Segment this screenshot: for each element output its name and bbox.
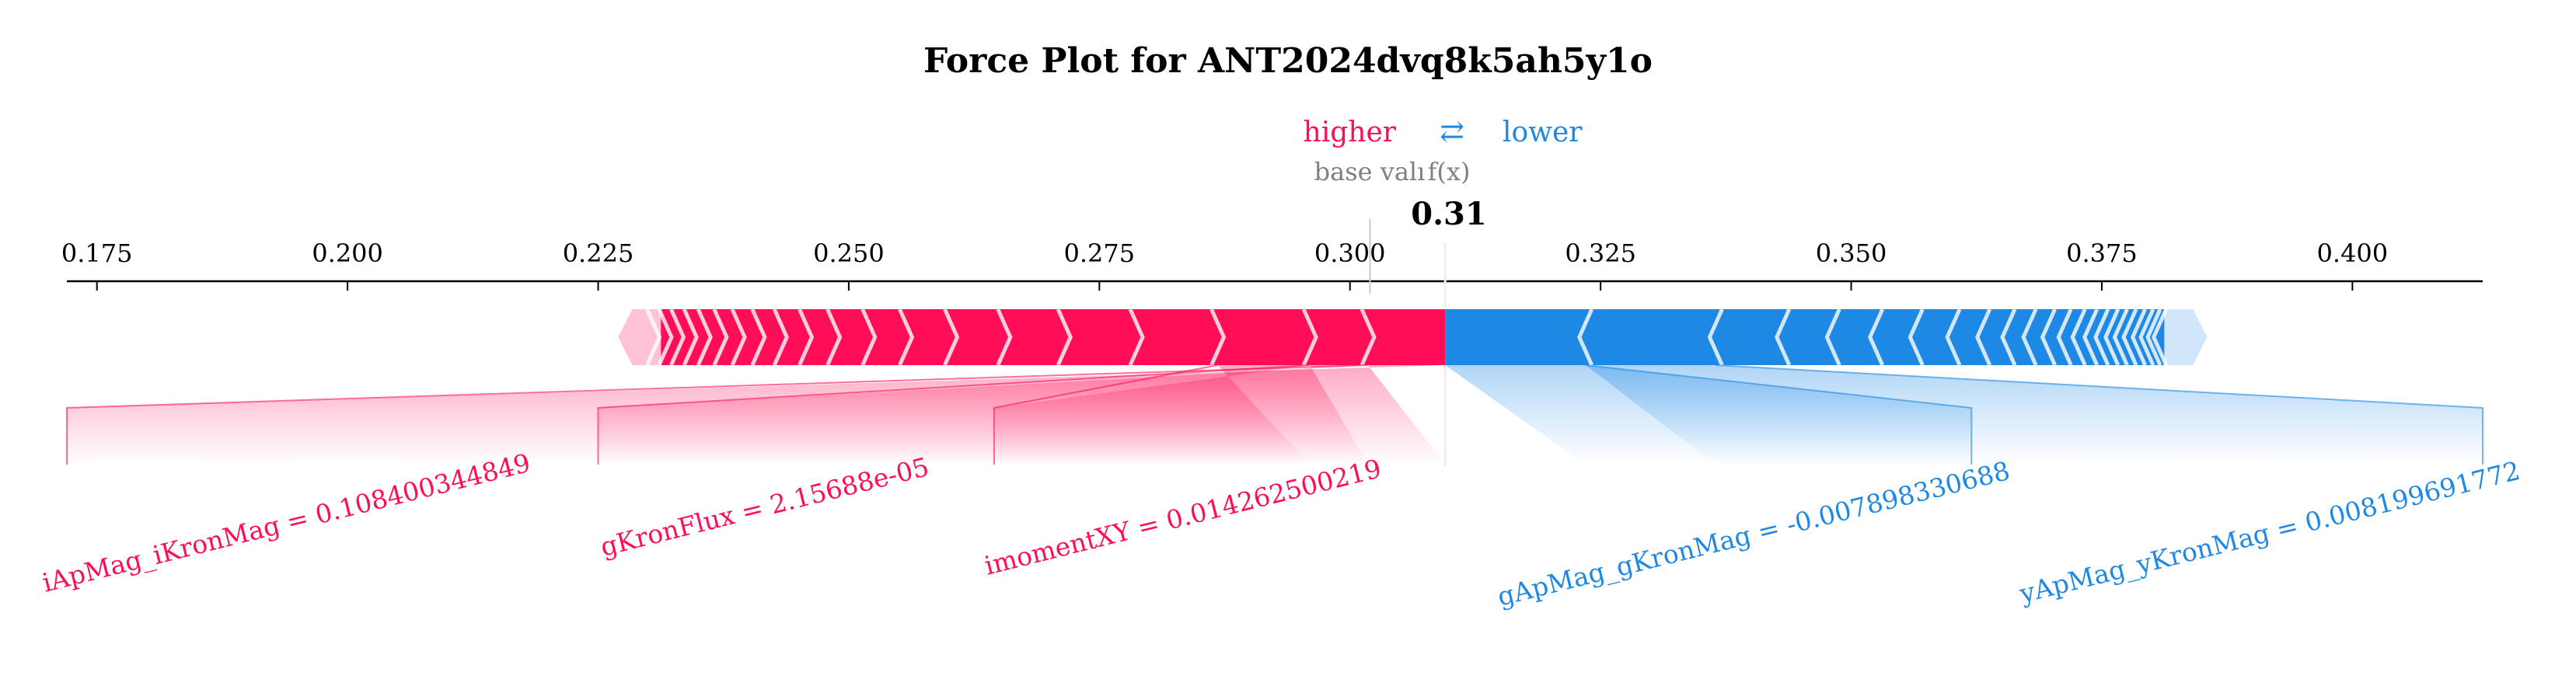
negative-chevron (1775, 308, 1792, 367)
negative-chevron (2056, 308, 2073, 367)
positive-chevron (898, 308, 915, 367)
x-tick-label: 0.375 (2066, 239, 2138, 268)
positive-chevron (826, 308, 843, 367)
legend-lower: lower (1503, 117, 1583, 148)
positive-chevron (772, 308, 789, 367)
positive-chevron (943, 308, 960, 367)
positive-chevron (1301, 308, 1318, 367)
output-value: 0.31 (1411, 196, 1486, 232)
feature-connector-line (597, 364, 1311, 465)
feature-label: iApMag_iKronMag = 0.108400344849 (40, 447, 534, 599)
negative-chevron (2152, 308, 2169, 367)
negative-chevron (1945, 308, 1962, 367)
negative-chevron (2021, 308, 2038, 367)
negative-chevron (2130, 308, 2147, 367)
legend-arrows-icon: ⇄ (1440, 114, 1464, 148)
x-tick-label: 0.200 (312, 239, 383, 268)
positive-chevron (996, 308, 1013, 367)
positive-chevron (798, 308, 815, 367)
positive-chevron (1128, 308, 1145, 367)
x-tick-label: 0.175 (61, 239, 133, 268)
positive-chevron (712, 308, 729, 367)
positive-chevron (860, 308, 878, 367)
x-tick-label: 0.250 (813, 239, 885, 268)
positive-tail (618, 309, 664, 365)
force-bars (618, 242, 2208, 466)
x-axis: 0.175 0.200 0.225 0.250 0.275 0.300 0.325 0.350… (61, 239, 2483, 291)
positive-chevron (1056, 308, 1073, 367)
negative-chevron (2103, 308, 2120, 367)
x-tick-label: 0.350 (1816, 239, 1887, 268)
negative-chevron (1824, 308, 1841, 367)
chart-title: Force Plot for ANT2024dvq8k5ah5y1o (923, 41, 1653, 81)
feature-connector-line (993, 364, 1218, 465)
feature-label: yApMag_yKronMag = 0.008199691772 (2016, 455, 2524, 610)
x-tick-label: 0.225 (563, 239, 634, 268)
positive-chevron (645, 308, 662, 367)
output-label: f(x) (1428, 157, 1471, 186)
feature-labels: iApMag_iKronMag = 0.108400344849 gKronFlu… (40, 447, 2524, 613)
negative-chevron (2093, 308, 2110, 367)
base-value-label: base valı (1314, 157, 1426, 186)
positive-chevron (750, 308, 767, 367)
negative-chevron (1908, 308, 1925, 367)
x-tick-label: 0.275 (1064, 239, 1136, 268)
x-tick-label: 0.300 (1314, 239, 1386, 268)
negative-chevron (2082, 308, 2100, 367)
negative-chevron (1975, 308, 1992, 367)
feature-connector-fill (993, 365, 1311, 465)
negative-chevron (1577, 308, 1594, 367)
negative-chevron (2138, 308, 2155, 367)
negative-chevron (2000, 308, 2017, 367)
positive-chevron (730, 308, 747, 367)
positive-chevron (657, 308, 674, 367)
negative-chevron (2070, 308, 2087, 367)
negative-tail (2162, 309, 2208, 365)
positive-chevron (696, 308, 713, 367)
negative-chevron (1707, 308, 1724, 367)
feature-label: imomentXY = 0.014262500219 (982, 453, 1384, 581)
x-tick-label: 0.325 (1565, 239, 1636, 268)
positive-chevron (1360, 308, 1377, 367)
negative-chevron (2121, 308, 2138, 367)
positive-chevron (1209, 308, 1227, 367)
negative-chevron (2040, 308, 2057, 367)
negative-chevron (2145, 308, 2162, 367)
feature-connectors (66, 364, 2484, 465)
legend-higher: higher (1304, 117, 1397, 148)
negative-chevron (2112, 308, 2129, 367)
feature-connector-line (1716, 364, 2484, 465)
positive-chevron (682, 308, 699, 367)
positive-chevron (669, 308, 686, 367)
feature-label: gKronFlux = 2.15688e-05 (598, 451, 932, 562)
negative-chevron (1868, 308, 1885, 367)
feature-connector-fill (1585, 365, 2483, 465)
feature-connector-line (66, 364, 1368, 465)
x-tick-label: 0.400 (2317, 239, 2389, 268)
feature-label: gApMag_gKronMag = -0.007898330688 (1495, 455, 2013, 613)
